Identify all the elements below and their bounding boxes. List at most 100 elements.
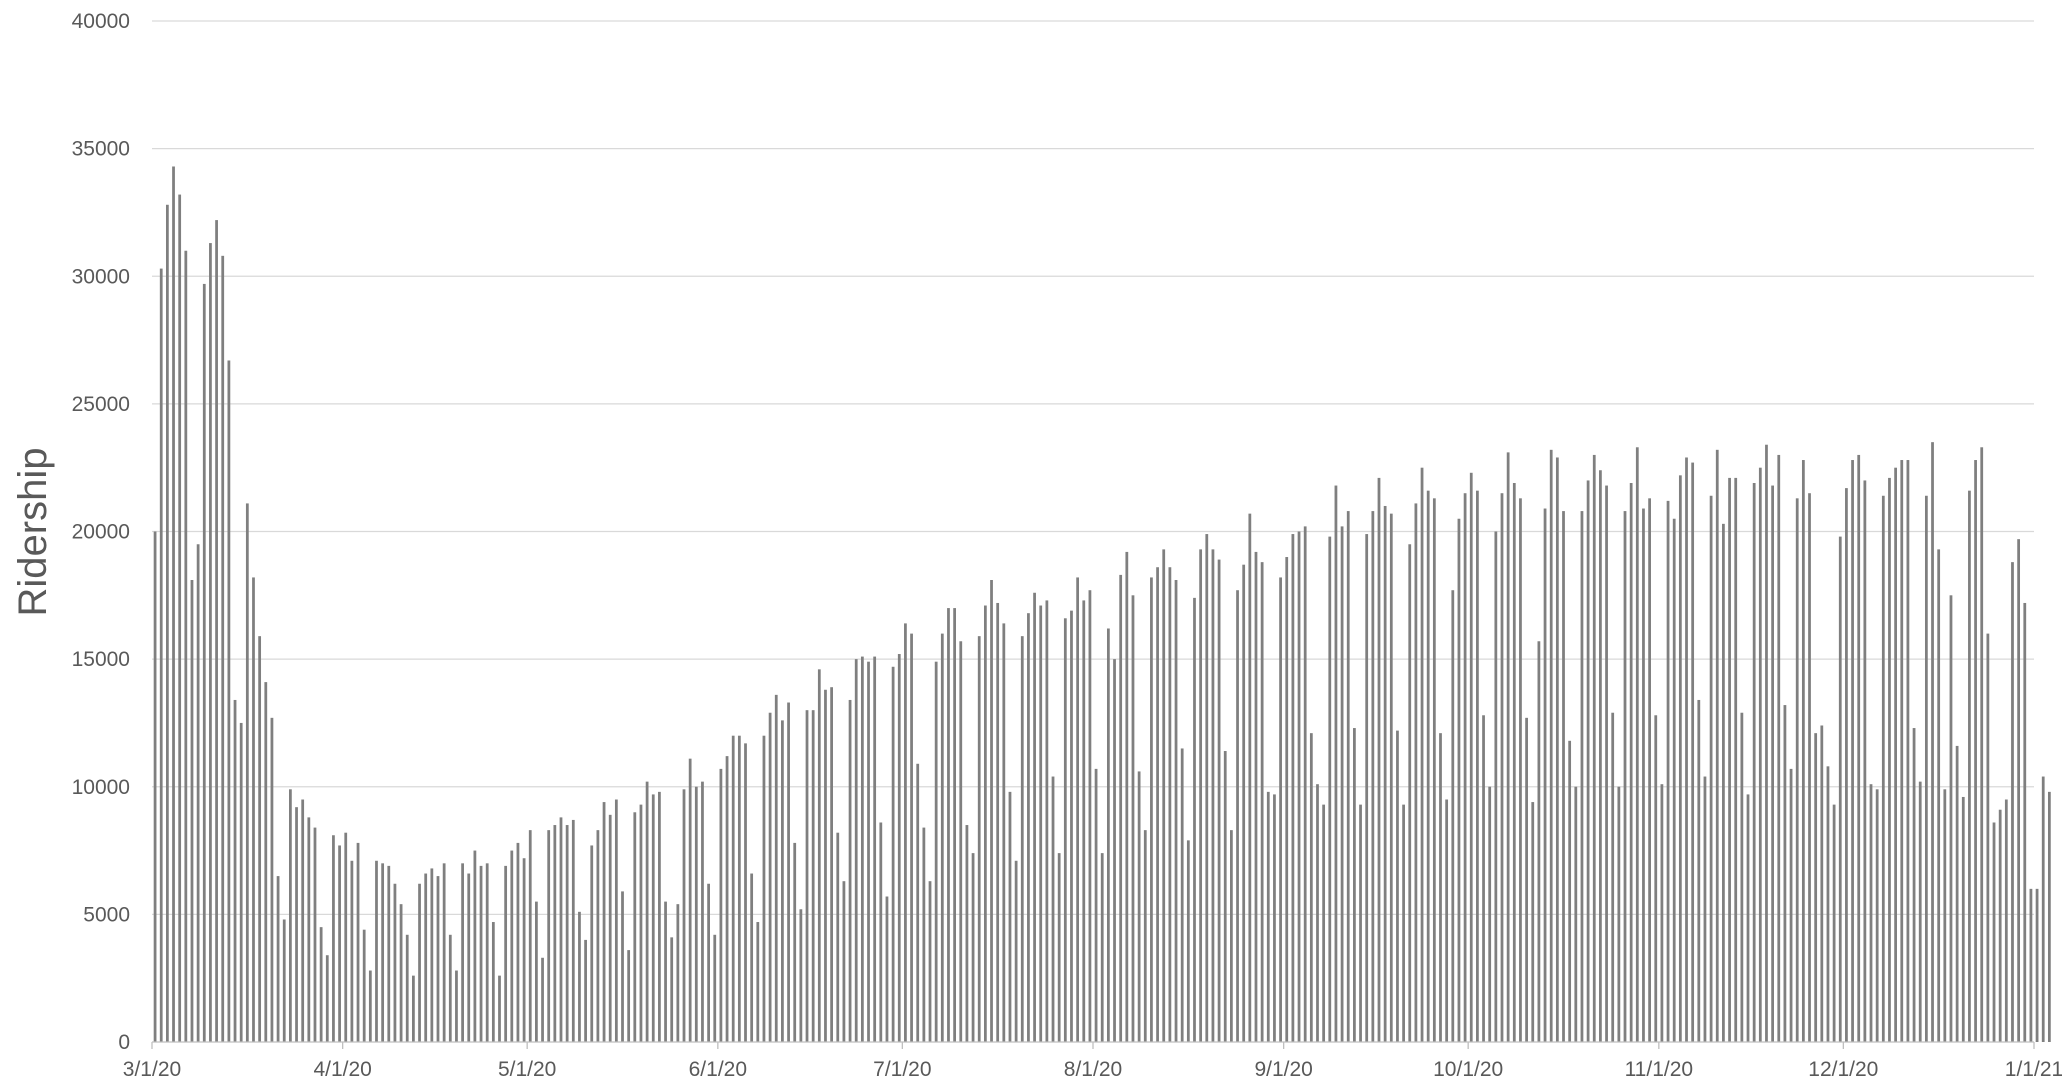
bar bbox=[2041, 776, 2045, 1042]
bar bbox=[1512, 483, 1516, 1042]
x-tick-label: 5/1/20 bbox=[498, 1058, 556, 1081]
bar bbox=[1168, 567, 1172, 1042]
bar bbox=[172, 166, 175, 1043]
bar bbox=[1150, 577, 1153, 1042]
bar bbox=[848, 699, 852, 1042]
bar bbox=[719, 768, 723, 1042]
bar bbox=[1580, 511, 1584, 1043]
bar bbox=[1691, 462, 1695, 1043]
bar bbox=[368, 970, 372, 1042]
bar bbox=[830, 687, 833, 1042]
bar bbox=[916, 763, 920, 1042]
bar bbox=[1180, 748, 1184, 1042]
bar bbox=[1875, 789, 1879, 1042]
bar bbox=[553, 825, 557, 1042]
bar bbox=[1242, 564, 1246, 1042]
bar bbox=[381, 863, 385, 1042]
bar bbox=[1445, 799, 1449, 1042]
bar bbox=[301, 799, 305, 1042]
bar bbox=[756, 922, 760, 1042]
bar bbox=[1451, 590, 1455, 1042]
bar bbox=[1642, 508, 1645, 1042]
bar bbox=[1002, 623, 1006, 1042]
bar bbox=[2047, 791, 2051, 1042]
bar bbox=[965, 825, 969, 1042]
bar bbox=[1396, 730, 1399, 1042]
bar bbox=[1119, 574, 1123, 1042]
bar bbox=[1076, 577, 1080, 1042]
bar bbox=[1746, 794, 1750, 1042]
bar bbox=[1968, 490, 1971, 1042]
bar bbox=[448, 934, 452, 1042]
bar bbox=[1851, 460, 1854, 1042]
bar bbox=[2035, 888, 2039, 1042]
bar bbox=[1494, 531, 1498, 1042]
bar bbox=[1217, 559, 1221, 1042]
bar bbox=[467, 873, 471, 1042]
bar bbox=[682, 789, 686, 1042]
bar bbox=[418, 883, 421, 1042]
bar bbox=[1820, 725, 1824, 1042]
bar bbox=[399, 904, 403, 1042]
bar bbox=[1094, 768, 1098, 1042]
bar bbox=[153, 531, 157, 1042]
bar bbox=[1033, 592, 1036, 1042]
bar bbox=[904, 623, 907, 1042]
bar bbox=[1316, 784, 1319, 1042]
bar bbox=[1574, 786, 1578, 1042]
bar bbox=[645, 781, 649, 1042]
bar bbox=[854, 659, 858, 1043]
bar bbox=[209, 243, 212, 1042]
bar bbox=[658, 791, 661, 1042]
bar bbox=[1125, 551, 1129, 1042]
bar bbox=[1039, 605, 1043, 1042]
bar bbox=[1500, 493, 1504, 1043]
bar bbox=[1592, 454, 1596, 1042]
bar bbox=[608, 814, 612, 1042]
bar bbox=[1408, 544, 1412, 1042]
bar bbox=[387, 865, 391, 1042]
bar bbox=[713, 934, 717, 1042]
bar bbox=[1752, 483, 1756, 1042]
bar bbox=[947, 608, 950, 1042]
bar bbox=[768, 712, 772, 1042]
bar bbox=[1900, 460, 1904, 1042]
bar bbox=[473, 850, 477, 1042]
bar bbox=[934, 661, 938, 1042]
bar bbox=[867, 661, 870, 1042]
bar bbox=[1801, 460, 1805, 1042]
bar bbox=[1439, 733, 1442, 1042]
bar bbox=[498, 975, 501, 1042]
bar bbox=[325, 955, 329, 1042]
bar bbox=[2017, 539, 2021, 1042]
bar bbox=[1414, 503, 1418, 1042]
bar bbox=[1931, 442, 1934, 1042]
bar bbox=[405, 934, 409, 1042]
y-tick-label: 35000 bbox=[72, 138, 130, 161]
bar bbox=[664, 901, 667, 1042]
bar bbox=[1838, 536, 1842, 1042]
bar bbox=[1469, 472, 1473, 1042]
y-tick-labels: 0 5000 10000 15000 20000 25000 30000 35000 40000 bbox=[72, 10, 130, 1054]
bar bbox=[559, 817, 563, 1042]
bar bbox=[2023, 602, 2027, 1042]
bar bbox=[1808, 493, 1811, 1043]
bar bbox=[1402, 804, 1405, 1042]
bar bbox=[688, 758, 692, 1042]
bar bbox=[1199, 549, 1203, 1042]
x-tick-label: 7/1/20 bbox=[873, 1058, 931, 1081]
bar bbox=[787, 702, 790, 1042]
bar bbox=[565, 825, 569, 1042]
bar bbox=[744, 743, 747, 1042]
bar bbox=[1353, 728, 1356, 1042]
bar bbox=[190, 580, 194, 1042]
bar bbox=[1297, 531, 1301, 1042]
bar bbox=[676, 904, 680, 1042]
y-axis-label: Ridership bbox=[11, 448, 55, 617]
bar bbox=[1082, 600, 1086, 1042]
bar bbox=[1236, 590, 1239, 1042]
bar bbox=[805, 710, 809, 1042]
bar bbox=[1371, 511, 1375, 1043]
bar bbox=[694, 786, 698, 1042]
